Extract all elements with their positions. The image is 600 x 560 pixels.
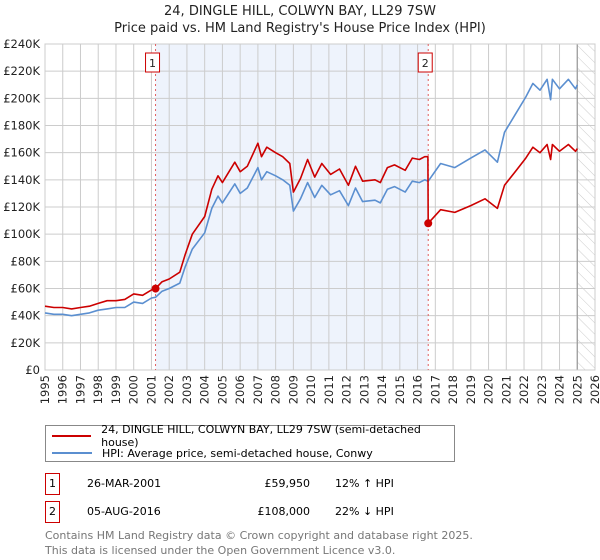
- chart-subtitle: Price paid vs. HM Land Registry's House …: [114, 21, 486, 36]
- x-tick-label: 2010: [304, 375, 318, 404]
- chart-title: 24, DINGLE HILL, COLWYN BAY, LL29 7SW: [164, 4, 436, 19]
- x-tick-label: 2023: [535, 375, 549, 404]
- x-tick-label: 2017: [428, 375, 442, 404]
- sale-price: £59,950: [264, 477, 311, 490]
- sale-date: 26-MAR-2001: [87, 477, 162, 490]
- x-tick-label: 2003: [180, 375, 194, 404]
- x-tick-label: 2016: [411, 375, 425, 404]
- x-tick-label: 1998: [91, 375, 105, 404]
- x-tick-label: 1995: [38, 375, 52, 404]
- x-tick-label: 2020: [482, 375, 496, 404]
- y-tick-label: £40K: [11, 309, 41, 323]
- x-tick-label: 2002: [162, 375, 176, 404]
- legend-item-property: 24, DINGLE HILL, COLWYN BAY, LL29 7SW (s…: [52, 423, 454, 449]
- x-tick-label: 2005: [215, 375, 229, 404]
- x-tick-label: 2022: [517, 375, 531, 404]
- sale-hpi-diff: 22% ↓ HPI: [335, 505, 394, 518]
- hpi-line: [44, 78, 579, 317]
- x-tick-label: 2015: [393, 375, 407, 404]
- x-tick-label: 2011: [322, 375, 336, 404]
- x-tick-label: 2008: [269, 375, 283, 404]
- y-tick-label: £20K: [11, 336, 41, 350]
- price-chart: 1995 1996 1997 1998 1999 2000 2001 2002 2003 2004…: [3, 37, 600, 404]
- x-tick-label: 2014: [375, 375, 389, 404]
- footer-copyright: Contains HM Land Registry data © Crown c…: [45, 529, 473, 542]
- y-tick-label: £240K: [3, 37, 40, 51]
- legend-label: 24, DINGLE HILL, COLWYN BAY, LL29 7SW (s…: [101, 423, 421, 449]
- y-tick-label: £180K: [3, 119, 40, 133]
- x-tick-label: 2026: [588, 375, 600, 404]
- x-tick-label: 1999: [109, 375, 123, 404]
- y-tick-label: £120K: [3, 200, 40, 214]
- x-tick-label: 2007: [251, 375, 265, 404]
- plot-frame: [44, 43, 596, 371]
- x-tick-label: 1996: [56, 375, 70, 404]
- x-tick-label: 2024: [553, 375, 567, 404]
- legend-label: HPI: Average price, semi-detached house,…: [102, 446, 373, 460]
- sale-marker-label: 2: [422, 57, 429, 70]
- y-tick-label: £220K: [3, 64, 40, 78]
- sale-marker-badge: 2: [45, 501, 60, 523]
- sale-marker-box: [417, 52, 433, 73]
- x-tick-label: 2012: [340, 375, 354, 404]
- legend-item-hpi: HPI: Average price, semi-detached house,…: [52, 445, 373, 461]
- x-tick-label: 2004: [198, 375, 212, 404]
- x-tick-label: 2021: [499, 375, 513, 404]
- x-tick-label: 2009: [286, 375, 300, 404]
- legend-swatch-red: [52, 435, 92, 437]
- x-tick-label: 2006: [233, 375, 247, 404]
- x-tick-label: 2001: [144, 375, 158, 404]
- x-tick-label: 2013: [357, 375, 371, 404]
- sale-marker-badge: 1: [45, 473, 60, 495]
- x-tick-label: 2019: [464, 375, 478, 404]
- legend: 24, DINGLE HILL, COLWYN BAY, LL29 7SW (s…: [45, 423, 455, 462]
- sale-point: [424, 219, 433, 228]
- y-tick-label: £160K: [3, 146, 40, 160]
- property-price-line: [44, 142, 578, 310]
- y-tick-label: £200K: [3, 91, 40, 105]
- y-tick-label: £60K: [11, 282, 41, 296]
- sale-date: 05-AUG-2016: [87, 505, 161, 518]
- sale-marker-label: 1: [149, 57, 156, 70]
- y-tick-label: £140K: [3, 173, 40, 187]
- sale-hpi-diff: 12% ↑ HPI: [335, 477, 394, 490]
- x-tick-label: 2018: [446, 375, 460, 404]
- legend-swatch-blue: [52, 452, 92, 454]
- sale-price: £108,000: [257, 505, 311, 518]
- y-tick-label: £80K: [11, 254, 41, 268]
- x-tick-label: 2025: [570, 375, 584, 404]
- sale-point: [151, 284, 160, 293]
- x-tick-label: 1997: [73, 375, 87, 404]
- x-tick-label: 2000: [127, 375, 141, 404]
- footer-licence: This data is licensed under the Open Gov…: [45, 544, 396, 557]
- y-tick-label: £100K: [3, 227, 40, 241]
- y-tick-label: £0: [25, 363, 40, 377]
- sale-marker-box: [145, 52, 161, 73]
